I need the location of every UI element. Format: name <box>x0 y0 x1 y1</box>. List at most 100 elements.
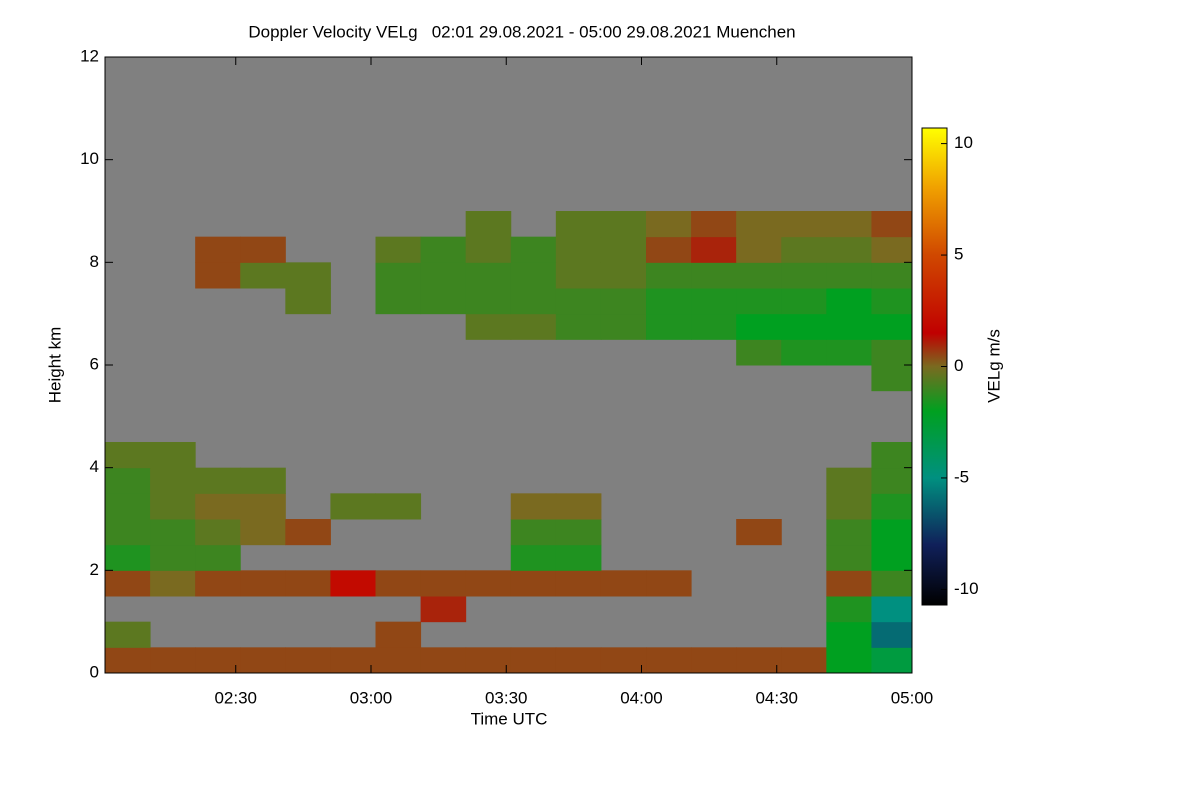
heat-cell <box>420 288 467 315</box>
heat-cell <box>826 467 872 494</box>
heat-cell <box>871 647 913 674</box>
heat-cell <box>871 313 913 340</box>
x-tick-label: 02:30 <box>214 688 257 707</box>
heat-cell <box>375 570 422 597</box>
heat-cell <box>420 262 467 289</box>
heat-cell <box>285 288 331 315</box>
heat-cell <box>555 313 602 340</box>
heat-cell <box>105 442 151 469</box>
heat-cell <box>510 236 557 263</box>
heat-cell <box>646 236 692 263</box>
heat-cell <box>736 288 782 315</box>
heat-cell <box>871 339 913 366</box>
heat-cell <box>646 570 692 597</box>
heat-cell <box>646 262 692 289</box>
heat-cell <box>826 339 872 366</box>
colorbar-tick-label: -5 <box>954 467 969 486</box>
heat-cell <box>871 211 913 238</box>
colorbar-tick-label: 0 <box>954 356 963 375</box>
heat-cell <box>150 493 196 520</box>
heat-cell <box>781 262 827 289</box>
heat-cell <box>781 313 827 340</box>
heat-cell <box>871 519 913 546</box>
heat-cell <box>600 211 647 238</box>
heat-cell <box>150 442 196 469</box>
colorbar-tick-label: 5 <box>954 245 963 264</box>
heat-cell <box>646 288 692 315</box>
heat-cell <box>781 339 827 366</box>
heat-cell <box>555 544 602 571</box>
heat-cell <box>240 519 286 546</box>
heat-cell <box>826 236 872 263</box>
heat-cell <box>375 493 422 520</box>
heat-cell <box>826 544 872 571</box>
heat-cell <box>420 570 467 597</box>
heat-cell <box>826 596 872 623</box>
heat-cell <box>510 313 557 340</box>
heat-cell <box>420 647 467 674</box>
heat-cell <box>465 647 512 674</box>
heat-cell <box>375 288 422 315</box>
heat-cell <box>826 288 872 315</box>
heat-cell <box>510 647 557 674</box>
heat-cell <box>736 647 782 674</box>
x-tick-label: 04:30 <box>755 688 798 707</box>
heat-cell <box>600 236 647 263</box>
heat-cell <box>781 647 827 674</box>
heat-cell <box>240 467 286 494</box>
heat-cell <box>105 647 151 674</box>
heat-cell <box>871 596 913 623</box>
heat-cell <box>105 621 151 648</box>
heat-cell <box>195 647 241 674</box>
heat-cell <box>375 647 422 674</box>
heat-cell <box>330 493 377 520</box>
heat-cell <box>510 288 557 315</box>
heat-cell <box>465 262 512 289</box>
heat-cell <box>285 262 331 289</box>
heat-cell <box>555 236 602 263</box>
heat-cell <box>555 211 602 238</box>
heat-cell <box>465 211 512 238</box>
heat-cell <box>691 211 737 238</box>
heat-cell <box>510 519 557 546</box>
heat-cell <box>150 544 196 571</box>
x-axis-label: Time UTC <box>471 709 548 728</box>
heat-cell <box>465 236 512 263</box>
heat-cell <box>555 288 602 315</box>
heat-cell <box>826 493 872 520</box>
heat-cell <box>195 493 241 520</box>
heat-cell <box>781 288 827 315</box>
heat-cell <box>240 493 286 520</box>
heat-cell <box>330 647 377 674</box>
heat-cell <box>691 647 737 674</box>
heat-cell <box>285 647 331 674</box>
heat-cell <box>871 288 913 315</box>
heat-cell <box>736 211 782 238</box>
heat-cell <box>871 442 913 469</box>
y-tick-label: 4 <box>90 457 99 476</box>
y-tick-label: 12 <box>80 46 99 65</box>
heat-cell <box>375 262 422 289</box>
y-tick-label: 8 <box>90 252 99 271</box>
heat-cell <box>600 570 647 597</box>
heat-cell <box>781 211 827 238</box>
heat-cell <box>826 647 872 674</box>
heat-cell <box>375 236 422 263</box>
heat-cell <box>150 467 196 494</box>
heat-cell <box>330 570 377 597</box>
heat-cell <box>826 570 872 597</box>
chart-title: Doppler Velocity VELg 02:01 29.08.2021 -… <box>248 22 795 41</box>
heat-cell <box>195 236 241 263</box>
heat-cell <box>826 519 872 546</box>
heat-cell <box>105 544 151 571</box>
heat-cell <box>871 493 913 520</box>
heat-cell <box>691 262 737 289</box>
heat-cell <box>510 544 557 571</box>
heat-cell <box>510 493 557 520</box>
heat-cell <box>510 262 557 289</box>
heat-cell <box>195 467 241 494</box>
heat-cell <box>736 262 782 289</box>
heat-cell <box>105 570 151 597</box>
heat-cell <box>600 313 647 340</box>
heat-cell <box>736 339 782 366</box>
